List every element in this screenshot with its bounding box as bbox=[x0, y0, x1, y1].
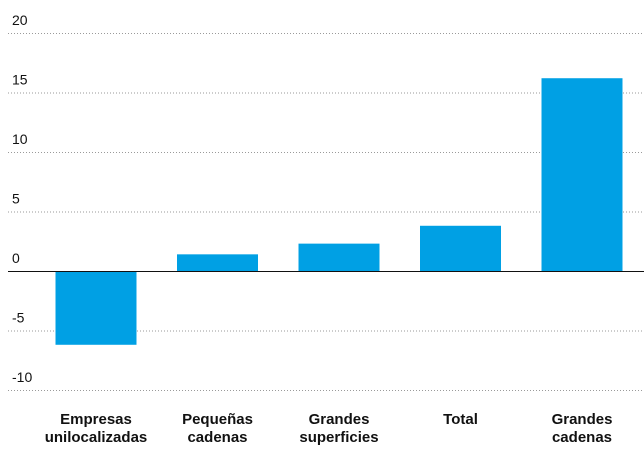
y-tick-label: 20 bbox=[12, 12, 28, 28]
bar-1 bbox=[177, 254, 258, 271]
bar-2 bbox=[298, 243, 380, 271]
bar-3 bbox=[420, 225, 501, 271]
y-tick-label: 5 bbox=[12, 191, 20, 207]
bar-0 bbox=[55, 271, 137, 345]
x-category-label: Pequeñas bbox=[182, 411, 253, 428]
grid-layer bbox=[8, 33, 644, 391]
y-tick-label: 0 bbox=[12, 250, 20, 266]
x-category-label: Empresas bbox=[60, 411, 132, 428]
y-tick-label: -10 bbox=[12, 369, 32, 385]
x-category-label: Total bbox=[443, 411, 478, 428]
x-category-label: superficies bbox=[299, 429, 378, 446]
x-category-label: Grandes bbox=[309, 411, 370, 428]
bar-4 bbox=[541, 78, 623, 271]
x-axis-categories: EmpresasunilocalizadasPequeñascadenasGra… bbox=[45, 411, 613, 446]
x-category-label: cadenas bbox=[552, 429, 612, 446]
x-category-label: unilocalizadas bbox=[45, 429, 148, 446]
y-tick-label: 15 bbox=[12, 72, 28, 88]
y-tick-label: -5 bbox=[12, 310, 25, 326]
y-tick-label: 10 bbox=[12, 131, 28, 147]
x-category-label: Grandes bbox=[552, 411, 613, 428]
x-category-label: cadenas bbox=[187, 429, 247, 446]
y-axis-ticks: 20 15 10 5 0 -5 -10 bbox=[12, 12, 32, 385]
bar-layer bbox=[55, 78, 623, 345]
